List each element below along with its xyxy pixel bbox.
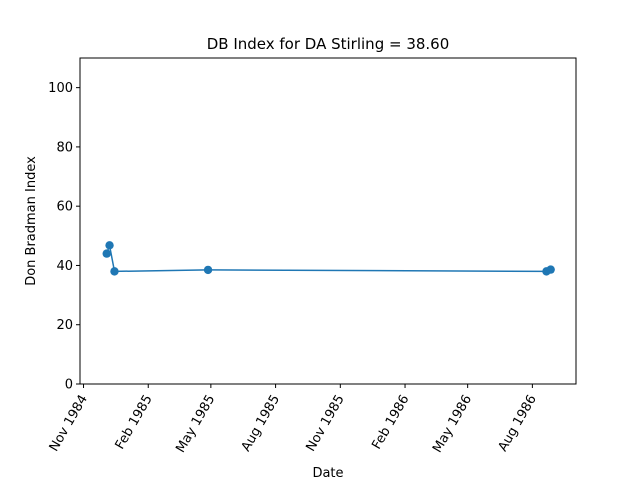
y-tick-label: 100 — [48, 81, 73, 96]
data-point — [110, 267, 119, 276]
x-tick-label: Aug 1986 — [496, 393, 540, 455]
x-tick-label: May 1985 — [173, 393, 218, 456]
y-axis: 0 20 40 60 80 100 — [48, 81, 80, 393]
data-point — [546, 265, 555, 274]
y-tick-label: 60 — [56, 200, 73, 215]
data-point — [105, 241, 114, 250]
y-tick-label: 80 — [56, 140, 73, 155]
plot-area — [79, 57, 577, 385]
x-tick-label: Feb 1985 — [113, 393, 156, 453]
y-tick-label: 0 — [65, 378, 73, 393]
x-axis-label: Date — [312, 466, 343, 480]
data-point — [102, 249, 111, 258]
series-layer — [102, 241, 555, 276]
x-tick-label: Feb 1986 — [369, 393, 412, 453]
x-tick-label: Nov 1985 — [303, 393, 347, 455]
x-axis: Nov 1984 Feb 1985 May 1985 Aug 1985 Nov 1985… — [47, 384, 540, 456]
y-axis-label: Don Bradman Index — [24, 156, 39, 286]
chart-title: DB Index for DA Stirling = 38.60 — [207, 35, 450, 53]
x-tick-label: Aug 1985 — [239, 393, 283, 455]
data-point — [203, 265, 213, 275]
y-tick-label: 40 — [56, 259, 73, 274]
y-tick-label: 20 — [56, 318, 73, 333]
x-tick-label: May 1986 — [430, 393, 475, 456]
series-line — [105, 242, 551, 273]
x-tick-label: Nov 1984 — [47, 393, 91, 455]
